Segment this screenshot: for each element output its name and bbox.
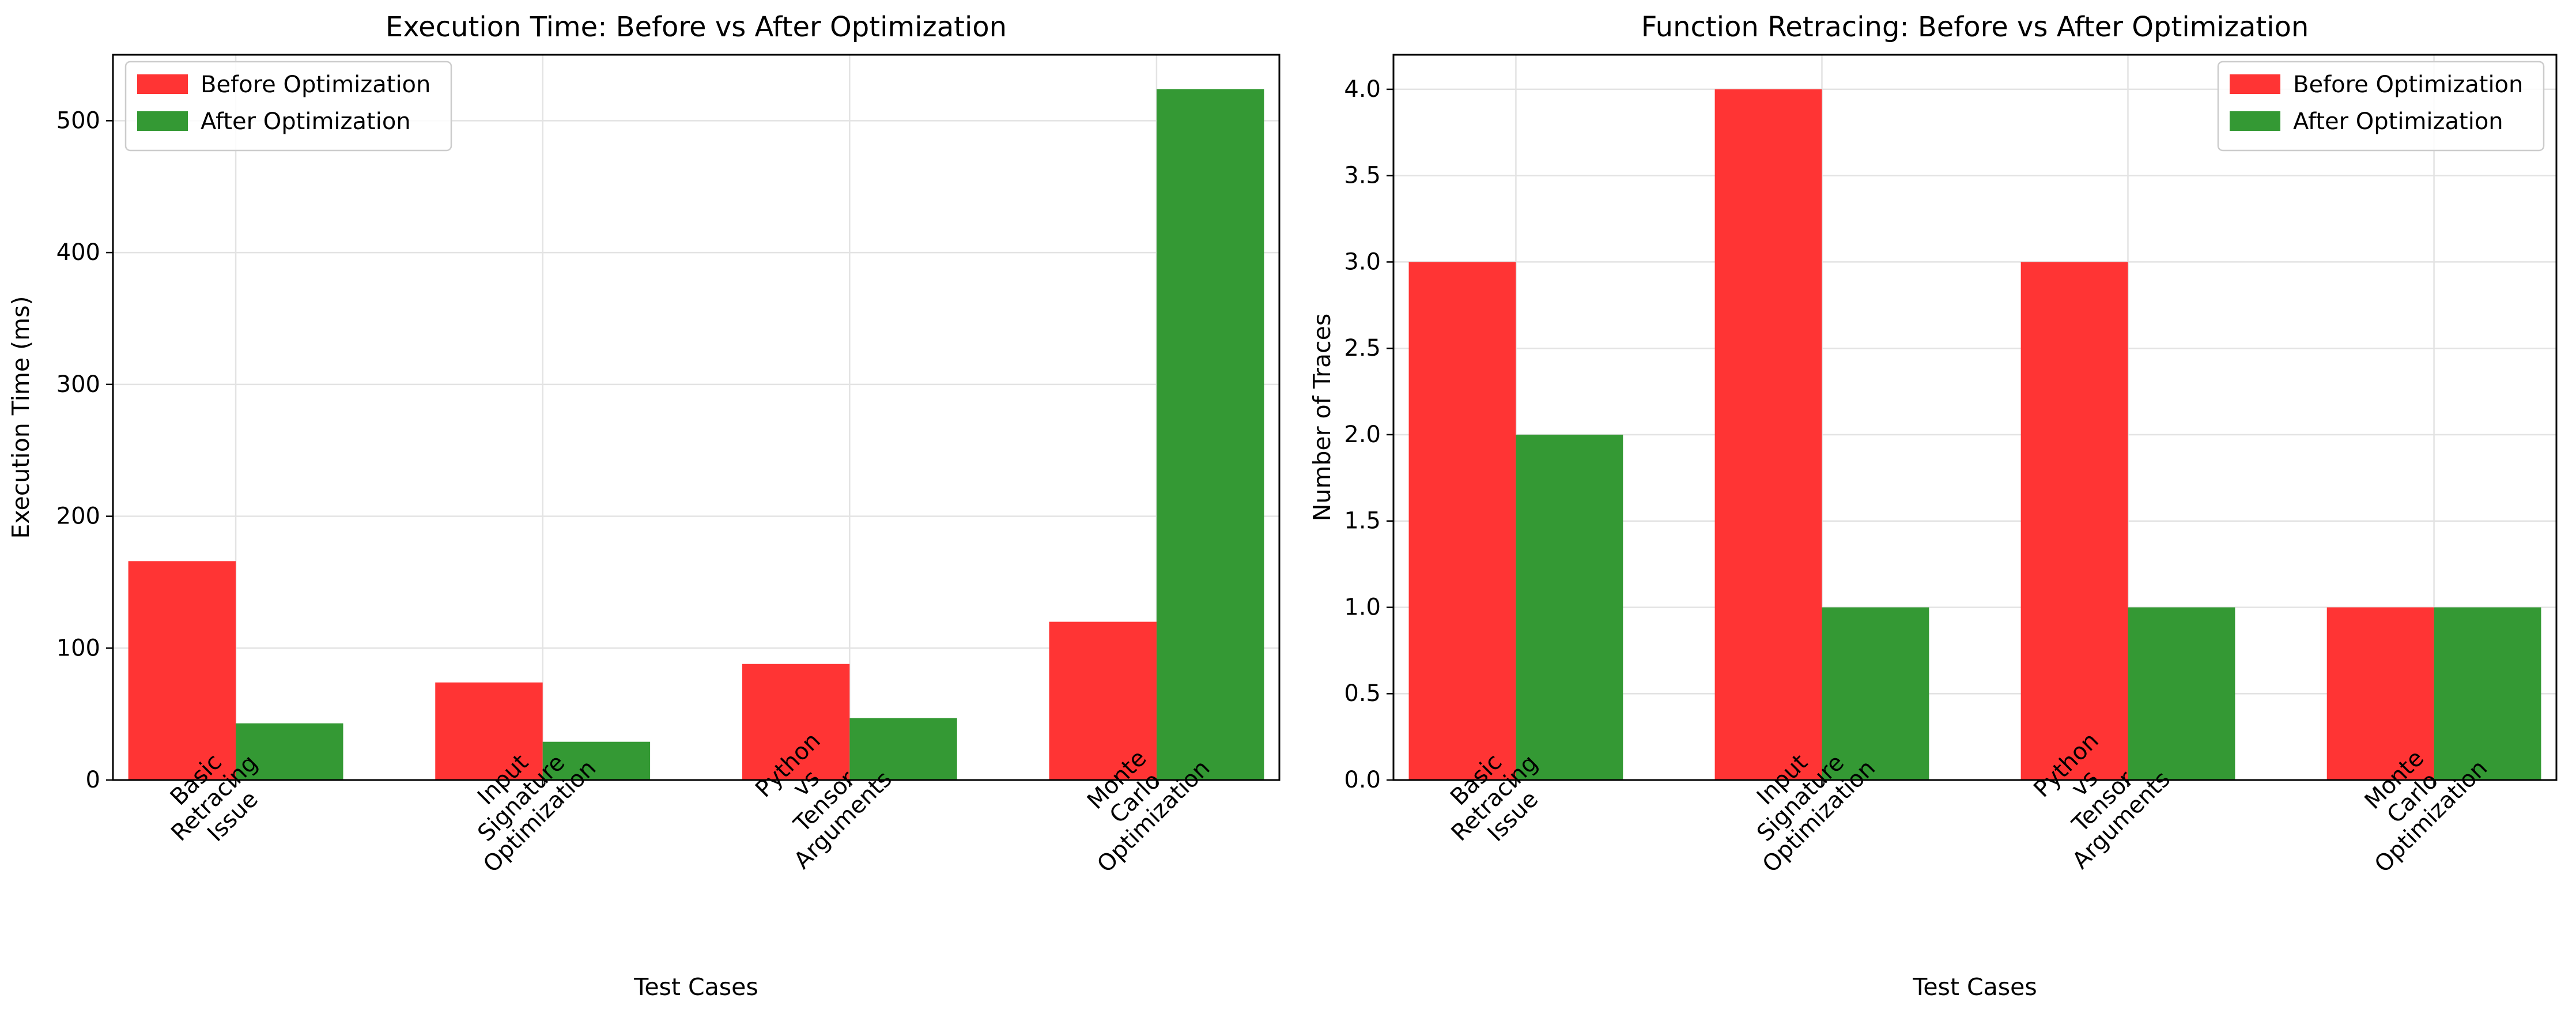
bar-before-optimization bbox=[128, 561, 236, 780]
legend-label: Before Optimization bbox=[2293, 71, 2523, 98]
x-axis-label: Test Cases bbox=[633, 973, 758, 1001]
legend-swatch bbox=[2230, 111, 2280, 131]
x-tick-label: BasicRetracingIssue bbox=[1428, 732, 1561, 865]
legend-box bbox=[124, 61, 452, 152]
bar-after-optimization bbox=[1156, 89, 1264, 780]
bar-after-optimization bbox=[542, 741, 651, 780]
legend-swatch bbox=[137, 74, 188, 94]
legend: Before Optimization After Optimization bbox=[2217, 61, 2545, 152]
bar-after-optimization bbox=[1516, 434, 1623, 780]
legend-box bbox=[2217, 61, 2545, 152]
bar-before-optimization bbox=[2020, 262, 2128, 780]
execution-time-chart: 0100200300400500BasicRetracingIssueInput… bbox=[7, 11, 1281, 1001]
chart-title: Execution Time: Before vs After Optimiza… bbox=[386, 11, 1007, 43]
bar-after-optimization bbox=[2128, 607, 2235, 780]
y-tick-label: 3.5 bbox=[1344, 163, 1381, 189]
bar-after-optimization bbox=[2434, 607, 2541, 780]
legend-swatch bbox=[2230, 74, 2280, 94]
chart-title: Function Retracing: Before vs After Opti… bbox=[1641, 11, 2309, 43]
y-tick-label: 100 bbox=[56, 635, 100, 661]
bar-before-optimization bbox=[1408, 262, 1516, 780]
bar-after-optimization bbox=[1822, 607, 1929, 780]
bar-before-optimization bbox=[1049, 621, 1157, 780]
y-tick-label: 0.0 bbox=[1344, 767, 1381, 793]
y-tick-label: 500 bbox=[56, 107, 100, 134]
y-tick-label: 1.0 bbox=[1344, 594, 1381, 620]
y-axis-label: Execution Time (ms) bbox=[7, 296, 35, 539]
y-tick-label: 0.5 bbox=[1344, 680, 1381, 707]
legend: Before Optimization After Optimization bbox=[124, 61, 452, 152]
y-tick-label: 400 bbox=[56, 239, 100, 266]
y-tick-label: 200 bbox=[56, 503, 100, 530]
y-axis-label: Number of Traces bbox=[1308, 314, 1336, 521]
legend-label: After Optimization bbox=[2293, 108, 2503, 135]
legend-label: Before Optimization bbox=[201, 71, 430, 98]
y-tick-label: 1.5 bbox=[1344, 508, 1381, 534]
bar-after-optimization bbox=[849, 718, 957, 780]
y-tick-label: 2.0 bbox=[1344, 421, 1381, 448]
axes-frame bbox=[1392, 54, 2558, 781]
legend-swatch bbox=[137, 111, 188, 131]
y-tick-label: 2.5 bbox=[1344, 335, 1381, 361]
y-tick-label: 0 bbox=[86, 767, 100, 793]
function-retracing-chart: 0.0 0.5 1.0 1.5 2.0 2.5 3.0 3.5 4.0 BasicRetracin… bbox=[1308, 11, 2558, 1001]
y-tick-label: 4.0 bbox=[1344, 76, 1381, 103]
legend-label: After Optimization bbox=[201, 108, 411, 135]
axes-frame bbox=[112, 54, 1281, 781]
y-tick-label: 3.0 bbox=[1344, 248, 1381, 275]
y-tick-label: 300 bbox=[56, 371, 100, 398]
bar-before-optimization bbox=[1714, 89, 1822, 780]
x-axis-label: Test Cases bbox=[1912, 973, 2037, 1001]
bar-before-optimization bbox=[435, 682, 543, 780]
bar-after-optimization bbox=[236, 723, 343, 780]
bar-before-optimization bbox=[742, 664, 850, 780]
bar-before-optimization bbox=[2326, 607, 2434, 780]
